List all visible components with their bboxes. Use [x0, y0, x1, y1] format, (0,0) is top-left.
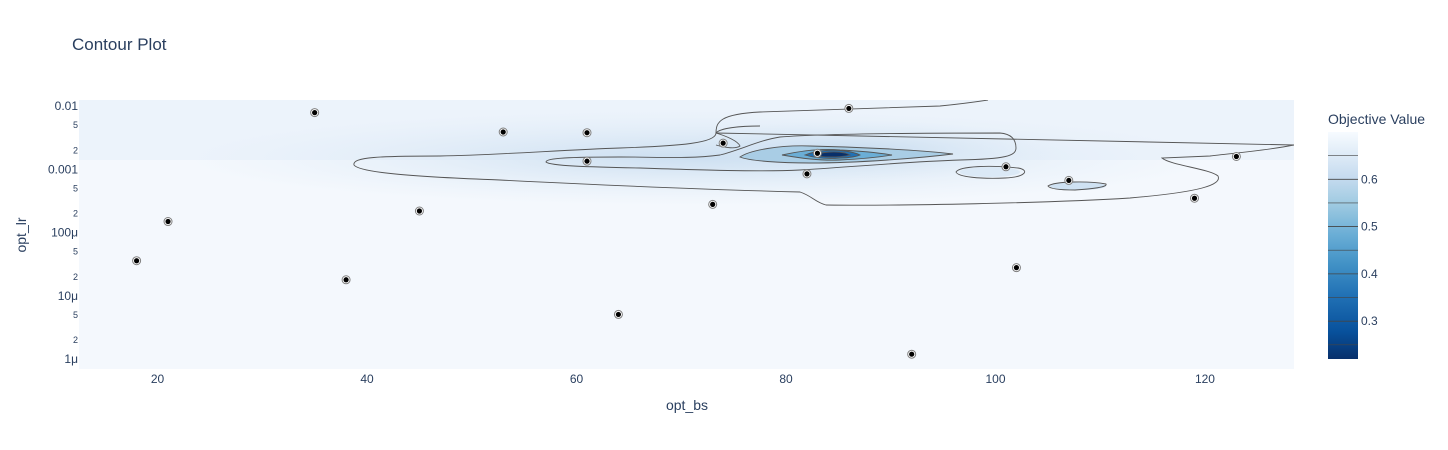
y-minor-tick-label: 5 — [73, 310, 78, 320]
chart-title: Contour Plot — [72, 35, 167, 54]
trial-point-core — [1013, 265, 1020, 271]
trial-point-core — [814, 150, 821, 156]
contour-line-inner-4 — [813, 151, 852, 158]
contour-line-island-107 — [1047, 181, 1107, 191]
y-minor-tick-label: 5 — [73, 247, 78, 257]
trial-point-core — [584, 130, 590, 136]
colorbar-tick-label: 0.6 — [1361, 172, 1378, 186]
trial-point-core — [416, 208, 423, 214]
trial-points — [132, 103, 1241, 359]
y-minor-tick-label: 5 — [73, 120, 78, 130]
colorbar: Objective Value 0.3 0.4 0.5 0.6 — [1328, 111, 1425, 359]
colorbar-tick-label: 0.5 — [1361, 220, 1378, 234]
contour-line-top-left — [715, 125, 761, 134]
trial-point-core — [165, 218, 171, 225]
trial-point-core — [1191, 195, 1198, 201]
y-minor-tick-label: 2 — [73, 209, 78, 219]
trial-point-core — [615, 311, 622, 318]
x-tick-label: 120 — [1195, 372, 1215, 386]
trial-point-core — [584, 158, 590, 164]
trial-point-core — [846, 105, 852, 112]
trial-point-core — [312, 110, 318, 116]
fill-island-100 — [960, 167, 1020, 177]
contour-line-inner-3 — [803, 149, 862, 159]
y-axis-title: opt_lr — [13, 217, 29, 252]
x-axis-title: opt_bs — [666, 397, 708, 413]
y-minor-tick-label: 2 — [73, 145, 78, 155]
trial-point-core — [1066, 177, 1072, 184]
y-minor-tick-label: 2 — [73, 272, 78, 282]
colorbar-title: Objective Value — [1328, 111, 1425, 127]
y-tick-label: 100μ — [51, 226, 78, 240]
colorbar-ticks: 0.3 0.4 0.5 0.6 — [1328, 155, 1378, 346]
trial-point-core — [720, 140, 726, 146]
plot-area — [79, 100, 1294, 369]
y-minor-tick-label: 2 — [73, 335, 78, 345]
fill-island-107 — [1050, 182, 1106, 190]
x-tick-label: 20 — [151, 372, 165, 386]
trial-point-core — [1233, 153, 1239, 160]
colorbar-scale — [1328, 132, 1358, 359]
trial-point-core — [804, 171, 810, 177]
trial-point-core — [909, 351, 915, 357]
trial-point-core — [134, 258, 140, 264]
trial-point-core — [500, 129, 506, 135]
x-tick-label: 100 — [985, 372, 1005, 386]
trial-point-core — [1003, 164, 1009, 170]
trial-point-core — [343, 277, 349, 283]
fill-region-level-0 — [815, 151, 850, 157]
contour-line-inner-1 — [739, 145, 954, 164]
x-tick-label: 60 — [570, 372, 584, 386]
contour-line-mid — [545, 132, 1017, 172]
y-axis-ticks: 1μ 10μ 100μ 0.001 0.01 2 5 2 5 2 5 2 5 — [48, 99, 78, 366]
contour-lines — [353, 100, 1294, 206]
contour-line-outer-upper-right — [353, 132, 1294, 206]
x-tick-label: 40 — [360, 372, 374, 386]
colorbar-tick-label: 0.4 — [1361, 267, 1378, 281]
contour-line-island-100 — [955, 165, 1026, 179]
y-tick-label: 0.01 — [55, 99, 79, 113]
colorbar-tick-label: 0.3 — [1361, 314, 1378, 328]
x-axis-ticks: 20 40 60 80 100 120 — [151, 372, 1215, 386]
y-minor-tick-label: 5 — [73, 183, 78, 193]
y-tick-label: 1μ — [64, 352, 78, 366]
trial-point-core — [710, 201, 716, 207]
contour-line-inner-2 — [781, 148, 893, 161]
x-tick-label: 80 — [779, 372, 793, 386]
y-tick-label: 10μ — [58, 289, 78, 303]
contour-fill-layer — [79, 100, 1294, 206]
y-tick-label: 0.001 — [48, 162, 78, 176]
